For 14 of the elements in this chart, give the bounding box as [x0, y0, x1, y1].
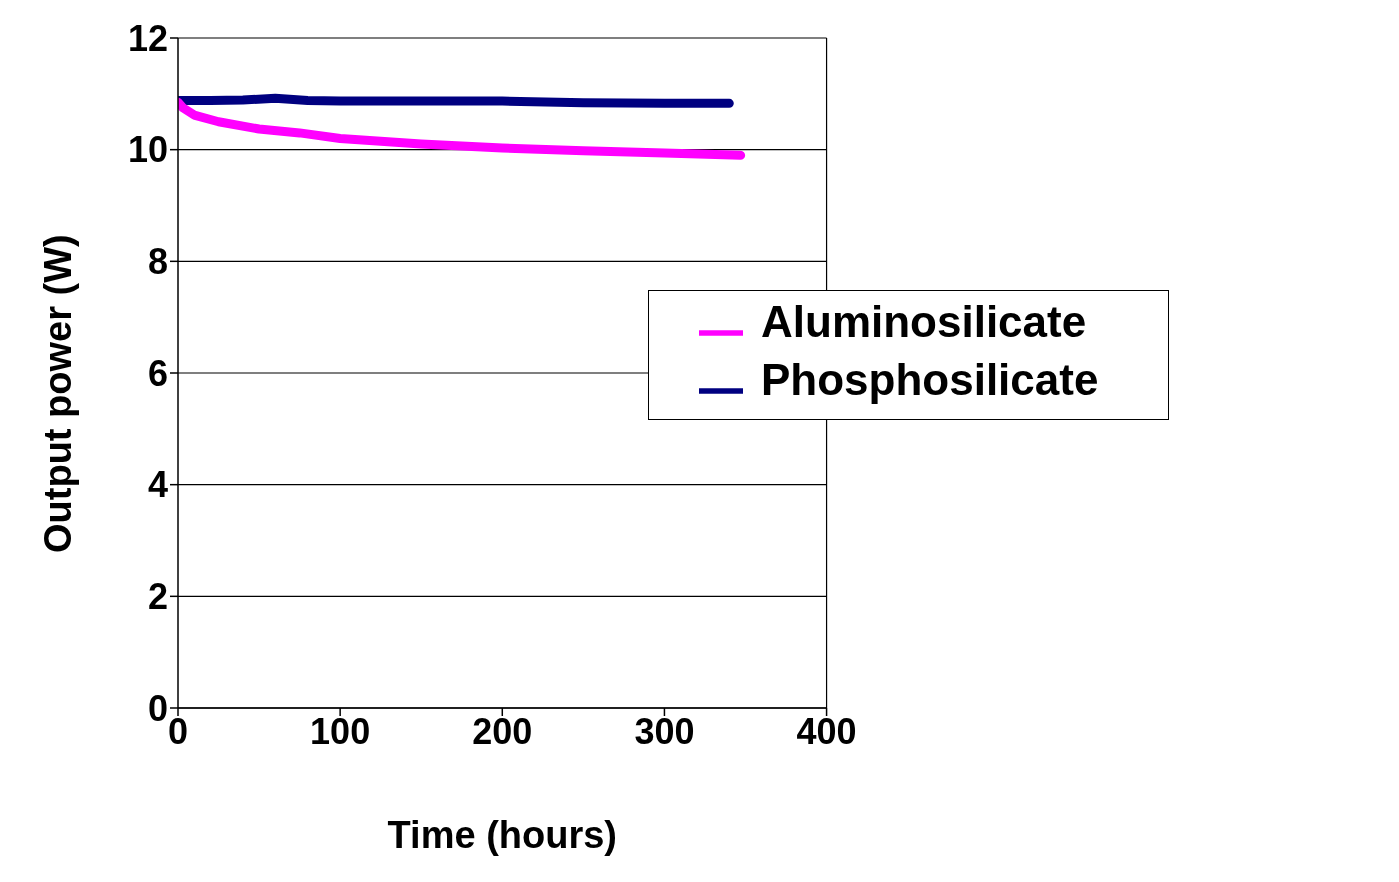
x-tick-label: 300: [634, 710, 695, 752]
x-tick-label: 200: [472, 710, 533, 752]
y-tick-label: 8: [147, 241, 168, 283]
y-tick-label: 4: [147, 464, 168, 506]
legend-label: Aluminosilicate: [761, 297, 1087, 346]
x-tick-label: 100: [310, 710, 371, 752]
x-axis-title: Time (hours): [387, 814, 618, 856]
y-tick-label: 10: [127, 129, 168, 171]
x-tick-label: 400: [796, 710, 857, 752]
legend-label: Phosphosilicate: [761, 354, 1099, 404]
y-tick-label: 6: [147, 352, 168, 394]
y-tick-label: 2: [147, 576, 168, 618]
y-tick-label: 12: [127, 17, 168, 59]
y-axis-title: Output power (W): [37, 234, 80, 553]
